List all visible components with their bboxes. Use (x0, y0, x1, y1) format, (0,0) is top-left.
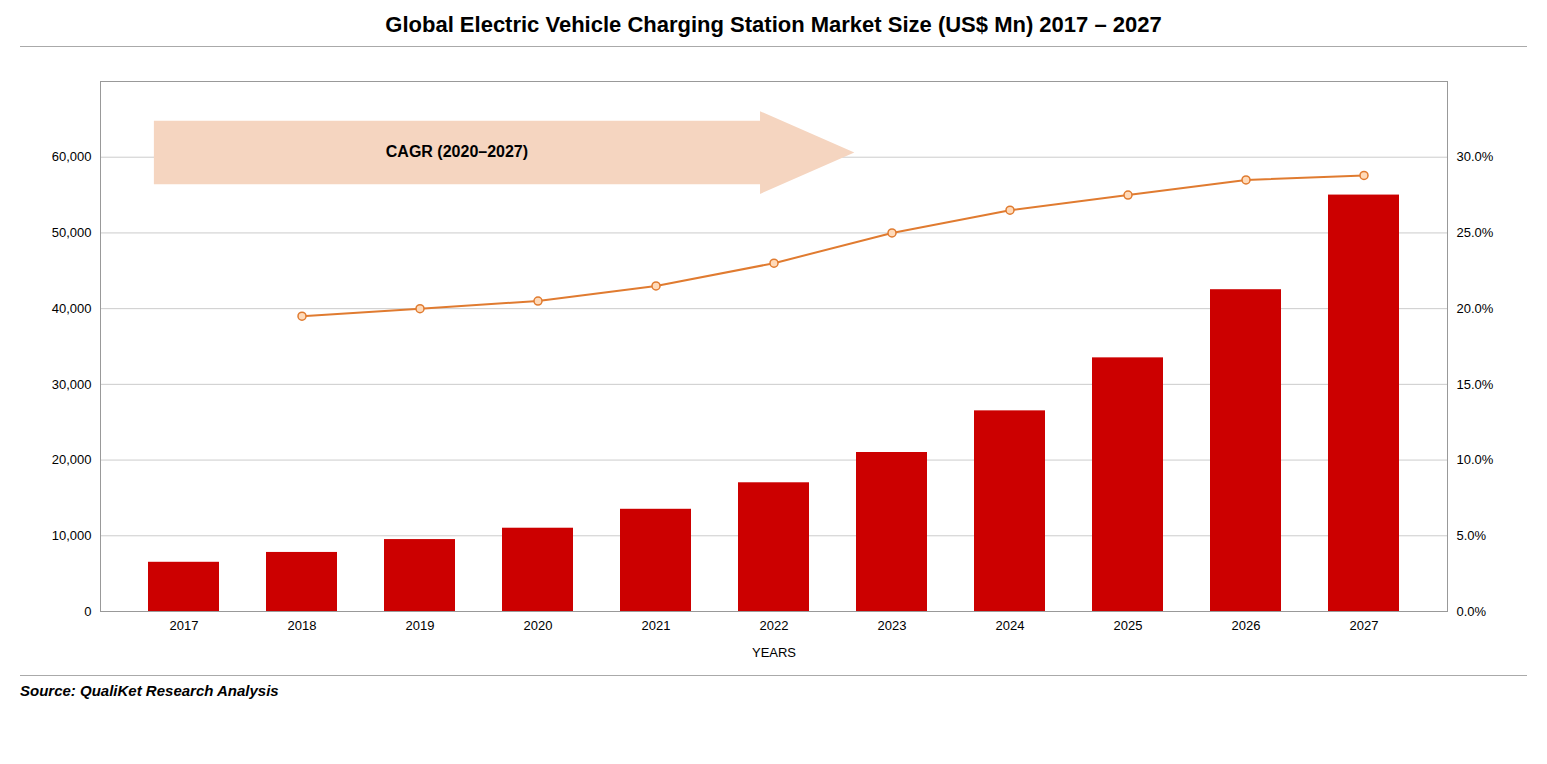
svg-text:30,000: 30,000 (52, 377, 92, 392)
svg-text:CAGR (2020–2027): CAGR (2020–2027) (386, 143, 528, 160)
svg-text:2023: 2023 (878, 618, 907, 633)
svg-text:2019: 2019 (406, 618, 435, 633)
svg-text:2020: 2020 (524, 618, 553, 633)
svg-text:15.0%: 15.0% (1457, 377, 1494, 392)
html-text:Global Electric Vehicle Chargi: Global Electric Vehicle Charging Station… (385, 12, 1162, 37)
svg-text:2026: 2026 (1232, 618, 1261, 633)
svg-text:10,000: 10,000 (52, 528, 92, 543)
svg-text:30.0%: 30.0% (1457, 149, 1494, 164)
svg-text:2024: 2024 (996, 618, 1025, 633)
html-text:Source: QualiKet Research Anal: Source: QualiKet Research Analysis (20, 682, 279, 699)
svg-text:2022: 2022 (760, 618, 789, 633)
svg-text:40,000: 40,000 (52, 301, 92, 316)
svg-text:2025: 2025 (1114, 618, 1143, 633)
svg-text:2018: 2018 (288, 618, 317, 633)
svg-text:0.0%: 0.0% (1457, 604, 1487, 619)
svg-text:0: 0 (84, 604, 91, 619)
svg-text:25.0%: 25.0% (1457, 225, 1494, 240)
svg-text:YEARS: YEARS (752, 645, 796, 660)
svg-text:5.0%: 5.0% (1457, 528, 1487, 543)
svg-text:10.0%: 10.0% (1457, 452, 1494, 467)
svg-text:2017: 2017 (170, 618, 199, 633)
svg-text:50,000: 50,000 (52, 225, 92, 240)
svg-text:2027: 2027 (1350, 618, 1379, 633)
svg-text:20.0%: 20.0% (1457, 301, 1494, 316)
svg-text:20,000: 20,000 (52, 452, 92, 467)
svg-text:60,000: 60,000 (52, 149, 92, 164)
svg-text:2021: 2021 (642, 618, 671, 633)
